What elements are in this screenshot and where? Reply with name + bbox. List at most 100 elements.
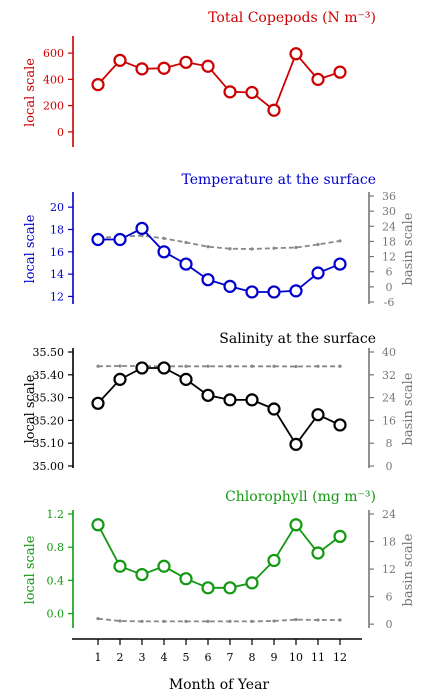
data-point-local [201, 388, 215, 402]
right-tick-label: 24 [382, 392, 396, 405]
data-point-local [201, 273, 215, 287]
left-tick-label: 400 [43, 73, 64, 86]
data-point-local [201, 581, 215, 595]
series-line-local [97, 367, 341, 446]
x-tick-label: 5 [183, 651, 190, 664]
data-point-basin [338, 364, 342, 368]
x-tick-label: 4 [161, 651, 168, 664]
left-tick-label: 600 [43, 47, 64, 60]
data-point-basin [294, 617, 298, 622]
left-tick-label: 12 [50, 290, 64, 303]
left-tick-label: 0 [57, 126, 64, 139]
data-point-basin [338, 618, 342, 622]
data-point-local [113, 53, 127, 67]
data-point-basin [184, 619, 188, 624]
x-tick-label: 2 [117, 651, 124, 664]
series-line-basin [97, 365, 340, 368]
data-point-basin [338, 239, 342, 243]
right-tick-label: -6 [384, 296, 395, 309]
data-point-local [91, 78, 105, 92]
data-point-local [311, 408, 325, 422]
data-point-basin [184, 240, 188, 245]
data-point-local [267, 553, 281, 568]
data-point-local [333, 418, 347, 432]
data-point-basin [228, 364, 232, 368]
left-tick-label: 1.2 [47, 508, 65, 521]
right-axis-label: basin scale [401, 212, 416, 285]
right-tick-label: 18 [382, 536, 396, 549]
data-point-local [135, 567, 149, 582]
left-axis-label: local scale [23, 535, 38, 604]
data-point-local [135, 62, 149, 76]
panel-3: Salinity at the surface 35.00 35.10 35.20 35… [23, 331, 416, 473]
data-point-basin [184, 364, 188, 368]
data-point-local [333, 257, 347, 271]
series-line-local [97, 52, 341, 112]
data-point-basin [272, 364, 276, 368]
data-point-local [245, 576, 259, 590]
left-tick-label: 0.0 [47, 608, 65, 621]
left-axis-label: local scale [23, 214, 38, 283]
right-tick-label: 0 [386, 618, 393, 631]
left-tick-label: 18 [50, 223, 64, 236]
x-tick-label: 11 [311, 651, 325, 664]
data-point-basin [294, 245, 298, 250]
series-line-basin [97, 234, 341, 250]
right-tick-label: 0 [386, 460, 393, 473]
right-tick-label: 8 [386, 437, 393, 450]
right-tick-label: 24 [382, 508, 396, 521]
data-point-local [267, 402, 281, 416]
right-tick-label: 16 [382, 414, 396, 427]
data-point-basin [118, 364, 122, 368]
data-point-local [113, 372, 127, 386]
data-point-basin [96, 364, 100, 368]
data-point-local [311, 546, 325, 560]
panel-title: Total Copepods (N m⁻³) [208, 10, 376, 26]
left-axis-label: local scale [23, 58, 38, 127]
data-point-local [157, 559, 171, 573]
data-point-local [245, 85, 259, 100]
left-tick-label: 35.50 [33, 346, 65, 359]
x-tick-label: 7 [227, 651, 234, 664]
right-tick-label: 12 [382, 563, 396, 576]
right-tick-label: 32 [382, 369, 396, 382]
data-point-local [157, 361, 171, 375]
data-point-local [179, 257, 193, 271]
data-point-local [91, 518, 105, 532]
series-line-local [98, 227, 341, 293]
data-point-local [289, 518, 303, 532]
right-tick-label: 0 [386, 281, 393, 294]
data-point-basin [250, 364, 254, 368]
data-point-local [157, 61, 171, 75]
series-line-local [97, 523, 341, 589]
data-point-basin [206, 619, 210, 624]
data-point-local [179, 55, 193, 69]
data-point-basin [96, 617, 100, 621]
data-point-local [289, 437, 303, 451]
left-tick-label: 14 [50, 268, 64, 281]
data-point-basin [316, 242, 320, 247]
data-point-basin [272, 619, 276, 623]
panel-2: Temperature at the surface 12 14 16 18 20 loca… [23, 172, 416, 309]
right-tick-label: 6 [386, 266, 393, 279]
data-point-basin [228, 247, 232, 251]
data-point-basin [228, 619, 232, 624]
data-point-basin [206, 364, 210, 368]
left-tick-label: 35.00 [33, 460, 65, 473]
data-point-local [113, 559, 127, 573]
data-point-local [135, 361, 149, 375]
data-point-basin [316, 364, 320, 368]
right-tick-label: 24 [382, 220, 396, 233]
data-point-basin [250, 619, 254, 624]
left-tick-label: 20 [50, 201, 64, 214]
right-tick-label: 36 [382, 190, 396, 203]
x-tick-label: 10 [289, 651, 303, 664]
data-point-local [267, 103, 281, 117]
data-point-local [311, 72, 325, 86]
data-point-local [245, 393, 259, 407]
x-tick-label: 3 [139, 651, 146, 664]
data-point-local [201, 59, 215, 73]
left-tick-label: 35.20 [33, 414, 65, 427]
x-tick-label: 6 [205, 651, 212, 664]
